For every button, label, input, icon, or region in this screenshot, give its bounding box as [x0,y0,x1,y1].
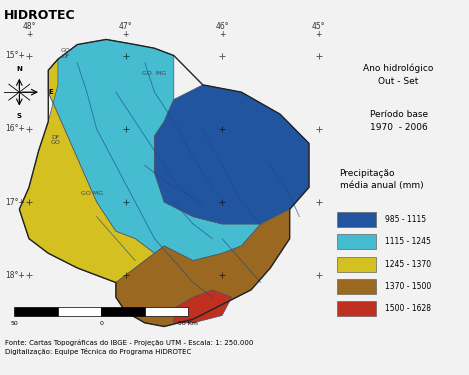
Polygon shape [116,209,290,327]
Text: Fonte: Cartas Topográficas do IBGE - Projeção UTM - Escala: 1: 250.000
Digitaliz: Fonte: Cartas Topográficas do IBGE - Pro… [5,339,253,355]
Text: Precipitação
média anual (mm): Precipitação média anual (mm) [340,170,423,189]
Text: DF
GO: DF GO [51,135,61,145]
Text: 45°: 45° [312,22,325,31]
Text: +: + [26,30,32,39]
Text: Ano hidrológico
Out - Set: Ano hidrológico Out - Set [363,64,434,86]
Bar [145,307,188,315]
Text: 50 Km: 50 Km [178,321,198,326]
Bar [337,302,376,316]
Text: 1370 - 1500: 1370 - 1500 [385,282,431,291]
Text: +: + [316,30,322,39]
Bar [337,256,376,272]
Bar [101,307,145,315]
Text: 47°: 47° [119,22,132,31]
Text: 1500 - 1628: 1500 - 1628 [385,304,431,313]
Text: 985 - 1115: 985 - 1115 [385,215,426,224]
Bar [337,234,376,249]
Polygon shape [154,85,309,224]
Text: 16°+: 16°+ [5,124,25,133]
Text: +: + [122,30,129,39]
Bar [15,307,58,315]
Text: GO MG: GO MG [81,191,103,196]
Polygon shape [174,290,232,323]
Bar [337,279,376,294]
Text: 0: 0 [99,321,103,326]
Text: 46°: 46° [215,22,229,31]
Text: 17°+: 17°+ [5,198,25,207]
Text: 1115 - 1245: 1115 - 1245 [385,237,431,246]
Text: +: + [219,30,225,39]
Text: HIDROTEC: HIDROTEC [4,9,76,22]
Text: 50: 50 [11,321,18,326]
Text: S: S [17,113,22,119]
Text: GO  MG: GO MG [143,71,166,76]
Bar [337,212,376,227]
Text: GO
DF: GO DF [61,48,71,58]
Bar [58,307,101,315]
Text: 15°+: 15°+ [5,51,25,60]
Text: N: N [16,66,22,72]
Text: E: E [48,89,53,95]
Text: Período base
1970  - 2006: Período base 1970 - 2006 [370,110,428,132]
Text: 1245 - 1370: 1245 - 1370 [385,260,431,268]
Polygon shape [19,59,154,283]
Polygon shape [48,39,261,261]
Text: 18°+: 18°+ [5,271,24,280]
Text: 48°: 48° [22,22,36,31]
